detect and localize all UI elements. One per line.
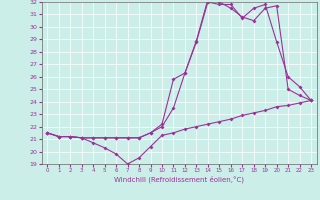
X-axis label: Windchill (Refroidissement éolien,°C): Windchill (Refroidissement éolien,°C) <box>114 176 244 183</box>
